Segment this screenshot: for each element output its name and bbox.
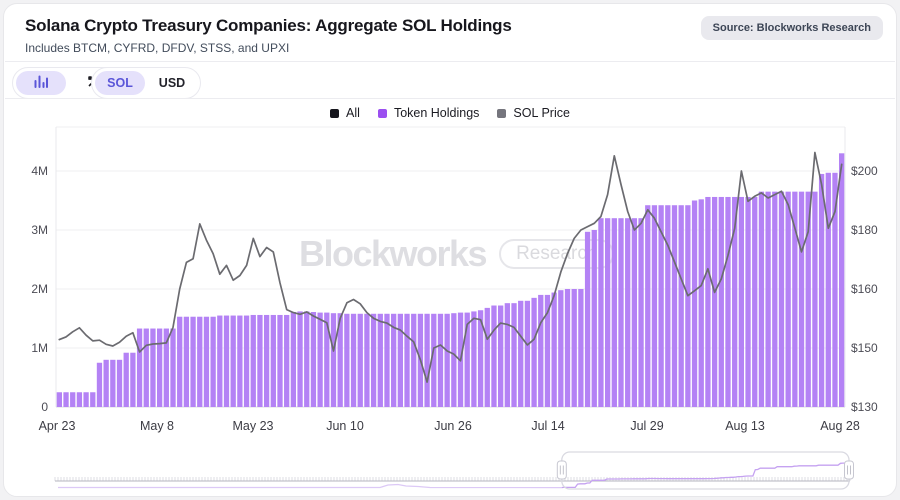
usd-unit-button[interactable]: USD	[158, 76, 186, 90]
page-title: Solana Crypto Treasury Companies: Aggreg…	[25, 16, 512, 35]
toolbar-divider	[5, 98, 895, 99]
legend-swatch	[377, 108, 387, 118]
token-holdings-bars[interactable]	[56, 153, 845, 407]
svg-text:$150: $150	[851, 341, 878, 355]
svg-text:$130: $130	[851, 400, 878, 414]
legend-label: Token Holdings	[393, 106, 480, 120]
page-subtitle: Includes BTCM, CYFRD, DFDV, STSS, and UP…	[25, 41, 290, 55]
left-axis-labels: 4M 3M 2M 1M 0	[31, 164, 48, 414]
navigator-series-outside	[58, 483, 562, 489]
svg-text:3M: 3M	[31, 223, 48, 237]
x-axis-labels: Apr 23 May 8 May 23 Jun 10 Jun 26 Jul 14 Jul 2…	[39, 419, 860, 433]
svg-text:Jul 14: Jul 14	[531, 419, 564, 433]
svg-text:4M: 4M	[31, 164, 48, 178]
svg-text:1M: 1M	[31, 341, 48, 355]
bar-chart-view-button[interactable]	[16, 71, 66, 95]
navigator-series-selected	[561, 460, 849, 489]
watermark: Blockworks Research	[299, 233, 615, 275]
svg-text:$180: $180	[851, 223, 878, 237]
navigator-handle-right[interactable]	[844, 460, 854, 480]
legend-label: All	[346, 106, 360, 120]
currency-toggle: SOL USD	[91, 67, 201, 99]
svg-text:Apr 23: Apr 23	[39, 419, 76, 433]
legend-item-sol-price[interactable]: SOL Price	[497, 106, 570, 120]
legend: All Token Holdings SOL Price	[4, 106, 896, 120]
svg-text:May 8: May 8	[140, 419, 174, 433]
bar-chart-icon	[33, 74, 49, 93]
svg-text:Jun 26: Jun 26	[434, 419, 472, 433]
svg-text:Aug 28: Aug 28	[820, 419, 860, 433]
legend-item-all[interactable]: All	[330, 106, 360, 120]
svg-text:Jul 29: Jul 29	[630, 419, 663, 433]
range-navigator[interactable]	[54, 451, 854, 490]
sol-unit-button[interactable]: SOL	[95, 71, 145, 95]
blockworks-logo: Blockworks	[299, 233, 488, 274]
svg-text:0: 0	[41, 400, 48, 414]
svg-text:May 23: May 23	[233, 419, 274, 433]
right-axis-labels: $200 $180 $160 $150 $130	[851, 164, 878, 414]
legend-swatch	[497, 108, 507, 118]
header-divider	[5, 61, 895, 62]
svg-text:2M: 2M	[31, 282, 48, 296]
navigator-handle-left[interactable]	[556, 460, 567, 480]
legend-label: SOL Price	[513, 106, 570, 120]
navigator-window[interactable]	[561, 451, 850, 490]
svg-text:$160: $160	[851, 282, 878, 296]
sol-price-line[interactable]	[58, 151, 843, 383]
legend-item-token-holdings[interactable]: Token Holdings	[377, 106, 480, 120]
source-badge: Source: Blockworks Research	[700, 16, 883, 40]
svg-text:Jun 10: Jun 10	[326, 419, 364, 433]
svg-text:$200: $200	[851, 164, 878, 178]
legend-swatch	[330, 108, 340, 118]
svg-text:Aug 13: Aug 13	[725, 419, 765, 433]
